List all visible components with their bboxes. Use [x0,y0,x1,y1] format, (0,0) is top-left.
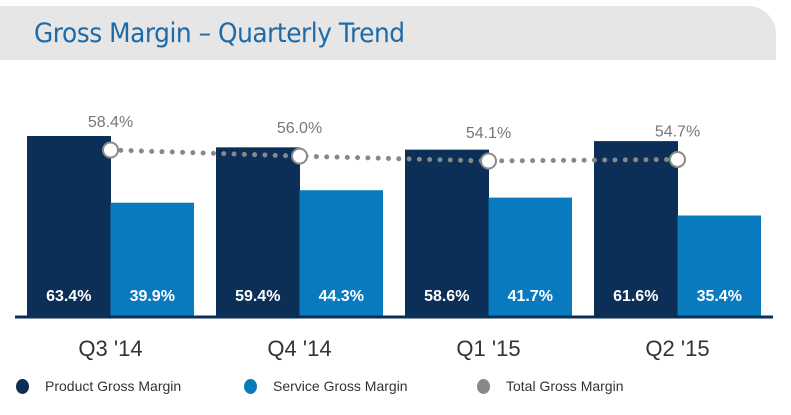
product-bar-label-3: 61.6% [613,288,658,305]
total-margin-label-2: 54.1% [466,125,511,142]
product-bar-label-1: 59.4% [235,288,280,305]
product-bar-1 [216,147,300,316]
total-margin-point-3 [669,150,686,168]
x-tick-label-0: Q3 '14 [78,336,142,361]
total-margin-label-0: 58.4% [88,114,133,131]
x-tick-label-3: Q2 '15 [645,336,709,361]
service-bar-2 [488,197,572,316]
legend-swatch-service [244,378,257,394]
title-banner: Gross Margin – Quarterly Trend [0,6,776,60]
service-bar-label-1: 44.3% [319,288,364,305]
legend-swatch-total [477,378,490,394]
total-margin-line [108,147,680,164]
product-bar-2 [405,149,489,316]
service-bar-1 [299,190,383,316]
legend-swatch-product [16,378,29,394]
chart-title: Gross Margin – Quarterly Trend [34,18,405,49]
total-margin-point-2 [480,152,497,170]
total-margin-label-3: 54.7% [655,123,700,140]
total-margin-label-1: 56.0% [277,120,322,137]
legend: Product Gross Margin Service Gross Margi… [0,378,791,398]
product-bar-0 [27,136,111,316]
legend-item-product: Product Gross Margin [16,378,181,394]
legend-label-service: Service Gross Margin [273,378,408,394]
total-margin-point-0 [102,141,119,159]
service-bar-3 [677,215,761,316]
product-bar-label-0: 63.4% [46,288,91,305]
product-bar-3 [594,141,678,316]
legend-item-service: Service Gross Margin [244,378,408,394]
x-tick-label-2: Q1 '15 [456,336,520,361]
legend-item-total: Total Gross Margin [477,378,623,394]
total-margin-point-1 [291,147,308,165]
legend-label-total: Total Gross Margin [506,378,624,394]
legend-label-product: Product Gross Margin [45,378,182,394]
service-bar-label-0: 39.9% [130,288,175,305]
product-bar-label-2: 58.6% [424,288,469,305]
service-bar-label-3: 35.4% [697,288,742,305]
x-tick-label-1: Q4 '14 [267,336,331,361]
service-bar-0 [110,202,194,316]
service-bar-label-2: 41.7% [508,288,553,305]
